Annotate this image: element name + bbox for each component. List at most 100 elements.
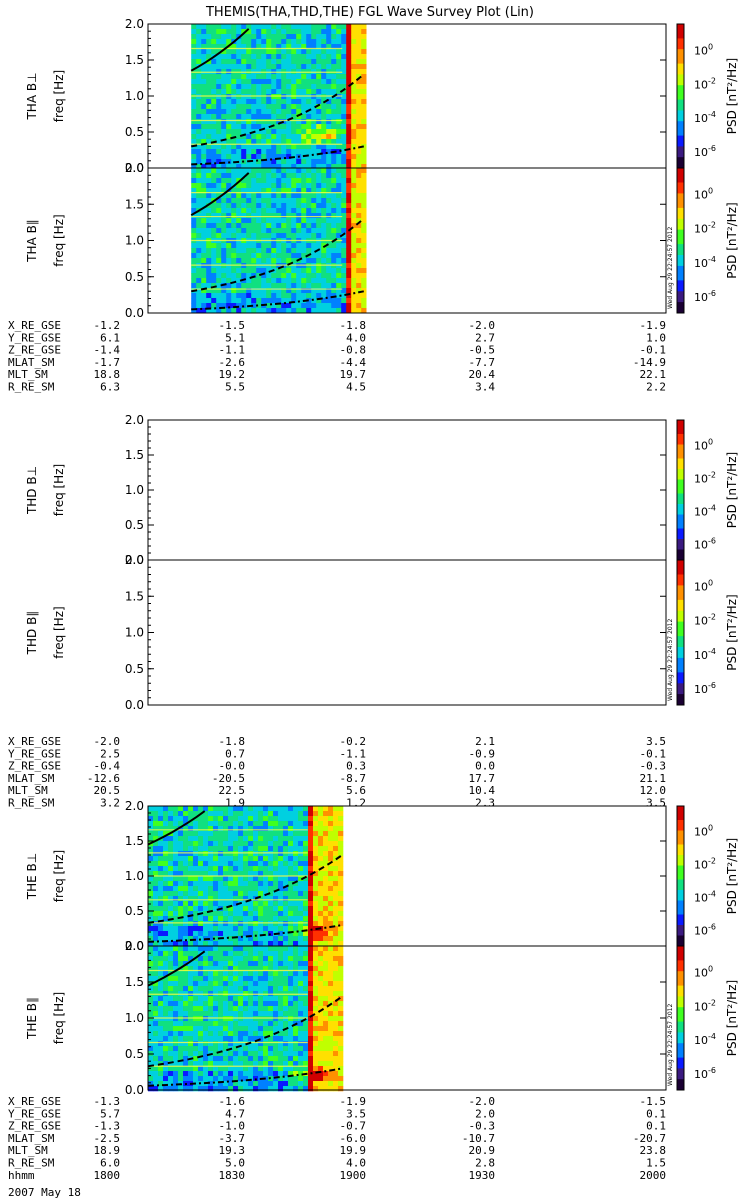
spectrogram-cell: [276, 104, 282, 110]
spectrogram-cell: [283, 981, 289, 987]
spectrogram-cell: [303, 821, 309, 827]
spectrogram-cell: [183, 936, 189, 942]
colorbar-segment: [677, 430, 684, 435]
spectrogram-cell: [191, 183, 197, 189]
spectrogram-cell: [246, 34, 252, 40]
spectrogram-cell: [211, 119, 217, 125]
spectrogram-cell: [158, 961, 164, 967]
colorbar-segment: [677, 193, 684, 198]
spectrogram-cell: [226, 109, 232, 115]
spectrogram-cell: [203, 946, 209, 952]
spectrogram-cell: [283, 881, 289, 887]
spectrogram-cell: [346, 69, 352, 75]
spectrogram-cell: [356, 233, 362, 239]
spectrogram-cell: [276, 144, 282, 150]
spectrogram-cell: [211, 49, 217, 55]
spectrogram-cell: [153, 836, 159, 842]
spectrogram-cell: [308, 1026, 314, 1032]
spectrogram-cell: [153, 1011, 159, 1017]
spectrogram-cell: [283, 1021, 289, 1027]
colorbar-segment: [677, 81, 684, 86]
spectrogram-cell: [211, 74, 217, 80]
spectrogram-cell: [221, 89, 227, 95]
spectrogram-cell: [321, 134, 327, 140]
spectrogram-cell: [318, 976, 324, 982]
spectrogram-cell: [178, 976, 184, 982]
spectrogram-cell: [246, 168, 252, 174]
spectrogram-cell: [303, 1001, 309, 1007]
colorbar-segment: [677, 247, 684, 252]
spectrogram-cell: [233, 841, 239, 847]
spectrogram-cell: [173, 821, 179, 827]
spectrogram-cell: [191, 213, 197, 219]
colorbar-segment: [677, 914, 684, 919]
spectrogram-cell: [338, 1061, 344, 1067]
spectrogram-cell: [191, 124, 197, 130]
colorbar-segment: [677, 1021, 684, 1026]
spectrogram-cell: [236, 129, 242, 135]
spectrogram-cell: [361, 44, 367, 50]
spectrogram-cell: [321, 303, 327, 309]
spectrogram-cell: [261, 253, 267, 259]
spectrogram-cell: [261, 154, 267, 160]
spectrogram-cell: [328, 1046, 334, 1052]
spectrogram-cell: [191, 268, 197, 274]
spectrogram-cell: [163, 906, 169, 912]
spectrogram-cell: [283, 896, 289, 902]
spectrogram-cell: [261, 278, 267, 284]
spectrogram-cell: [153, 996, 159, 1002]
colorbar-segment: [677, 1050, 684, 1055]
spectrogram-cell: [231, 173, 237, 179]
spectrogram-cell: [158, 1076, 164, 1082]
spectrogram-cell: [201, 188, 207, 194]
spectrogram-cell: [218, 1066, 224, 1072]
spectrogram-cell: [356, 223, 362, 229]
spectrogram-cell: [198, 861, 204, 867]
spectrogram-cell: [346, 298, 352, 304]
spectrogram-cell: [313, 1016, 319, 1022]
spectrogram-cell: [273, 831, 279, 837]
spectrogram-cell: [173, 1021, 179, 1027]
spectrogram-cell: [268, 811, 274, 817]
spectrogram-cell: [331, 168, 337, 174]
ephemeris-row-label: Z_RE_GSE: [8, 760, 61, 773]
colorbar-segment: [677, 1018, 684, 1022]
spectrogram-cell: [296, 164, 302, 170]
spectrogram-cell: [241, 79, 247, 85]
ephemeris-value: -0.4: [94, 760, 121, 773]
spectrogram-cell: [231, 89, 237, 95]
spectrogram-cell: [203, 1046, 209, 1052]
spectrogram-cell: [208, 926, 214, 932]
spectrogram-cell: [266, 243, 272, 249]
spectrogram-cell: [213, 831, 219, 837]
spectrogram-cell: [333, 921, 339, 927]
spectrogram-cell: [173, 806, 179, 812]
spectrogram-cell: [341, 54, 347, 60]
spectrogram-cell: [296, 74, 302, 80]
spectrogram-cell: [213, 986, 219, 992]
spectrogram-cell: [323, 1046, 329, 1052]
spectrogram-cell: [216, 139, 222, 145]
spectrogram-cell: [218, 1046, 224, 1052]
spectrogram-cell: [168, 976, 174, 982]
spectrogram-cell: [326, 303, 332, 309]
spectrogram-cell: [246, 149, 252, 155]
spectrogram-cell: [148, 806, 154, 812]
spectrogram-cell: [308, 851, 314, 857]
spectrogram-cell: [323, 1076, 329, 1082]
spectrogram-cell: [168, 1011, 174, 1017]
spectrogram-cell: [313, 921, 319, 927]
spectrogram-cell: [331, 74, 337, 80]
spectrogram-cell: [341, 208, 347, 214]
spectrogram-cell: [153, 901, 159, 907]
spectrogram-cell: [346, 134, 352, 140]
spectrogram-cell: [226, 34, 232, 40]
spectrogram-cell: [318, 986, 324, 992]
spectrogram-cell: [303, 816, 309, 822]
spectrogram-cell: [178, 1031, 184, 1037]
spectrogram-cell: [148, 931, 154, 937]
spectrogram-cell: [216, 228, 222, 234]
spectrogram-cell: [336, 94, 342, 100]
spectrogram-cell: [288, 1001, 294, 1007]
spectrogram-cell: [268, 826, 274, 832]
